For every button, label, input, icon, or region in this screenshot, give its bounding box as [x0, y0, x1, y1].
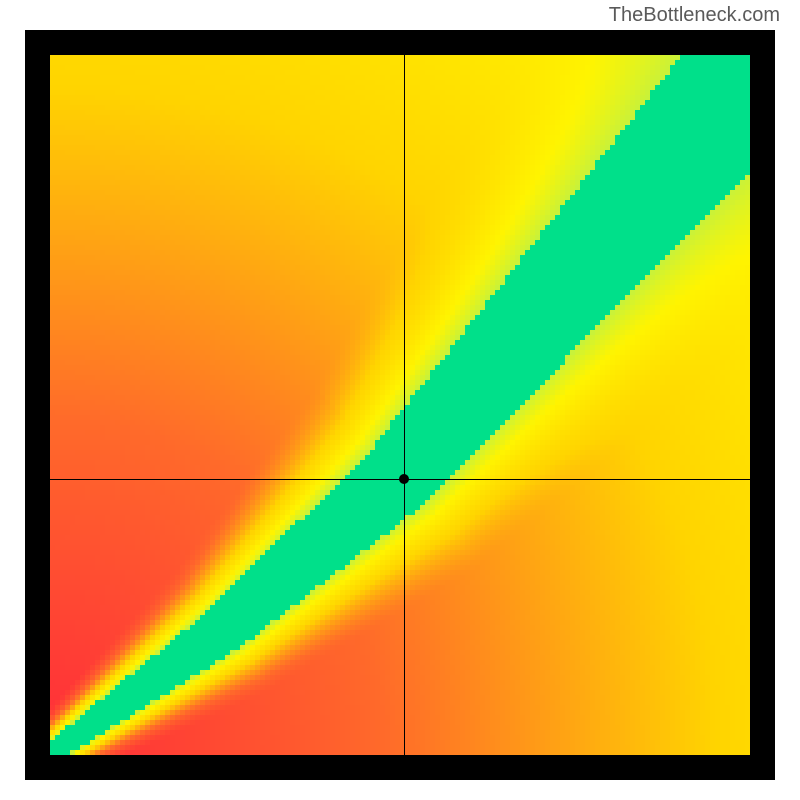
chart-plot-area: [50, 55, 750, 755]
root: TheBottleneck.com: [0, 0, 800, 800]
heatmap-canvas: [50, 55, 750, 755]
crosshair-vertical: [404, 55, 405, 755]
watermark-text: TheBottleneck.com: [609, 4, 780, 27]
chart-frame: [25, 30, 775, 780]
crosshair-marker: [399, 474, 409, 484]
